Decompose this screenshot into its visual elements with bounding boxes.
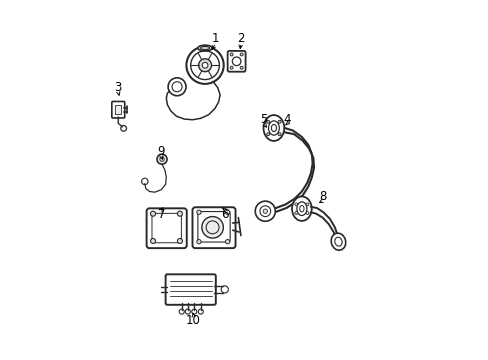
Ellipse shape xyxy=(263,115,284,141)
Circle shape xyxy=(294,212,297,215)
Text: 4: 4 xyxy=(283,113,291,126)
Circle shape xyxy=(266,120,269,123)
Circle shape xyxy=(278,120,281,123)
Text: 6: 6 xyxy=(221,208,228,221)
Circle shape xyxy=(278,133,281,136)
Ellipse shape xyxy=(330,233,345,250)
Circle shape xyxy=(263,209,267,213)
Circle shape xyxy=(230,66,233,69)
Ellipse shape xyxy=(291,197,311,221)
FancyBboxPatch shape xyxy=(227,51,245,72)
Circle shape xyxy=(294,203,297,206)
Text: 9: 9 xyxy=(157,145,165,158)
Text: 8: 8 xyxy=(319,190,326,203)
Circle shape xyxy=(168,78,185,96)
Circle shape xyxy=(266,133,269,136)
Circle shape xyxy=(305,212,308,215)
Circle shape xyxy=(240,66,243,69)
Circle shape xyxy=(198,59,211,72)
Circle shape xyxy=(186,46,223,84)
Circle shape xyxy=(202,62,207,68)
FancyBboxPatch shape xyxy=(198,212,230,242)
Circle shape xyxy=(196,210,201,215)
Circle shape xyxy=(240,53,243,56)
FancyBboxPatch shape xyxy=(192,207,235,248)
Text: 10: 10 xyxy=(186,314,201,327)
Circle shape xyxy=(305,203,308,206)
Circle shape xyxy=(150,238,155,243)
Text: 3: 3 xyxy=(114,81,122,94)
Text: 7: 7 xyxy=(157,208,165,221)
Circle shape xyxy=(202,217,223,238)
Circle shape xyxy=(196,239,201,244)
Circle shape xyxy=(255,201,275,221)
FancyBboxPatch shape xyxy=(146,208,186,248)
Text: 1: 1 xyxy=(212,32,219,45)
Ellipse shape xyxy=(198,45,212,51)
Circle shape xyxy=(157,154,167,164)
Text: 2: 2 xyxy=(237,32,244,45)
FancyBboxPatch shape xyxy=(152,213,181,243)
Circle shape xyxy=(177,238,182,243)
Bar xyxy=(115,105,121,114)
Circle shape xyxy=(225,239,229,244)
Text: 5: 5 xyxy=(260,113,267,126)
Circle shape xyxy=(177,211,182,216)
Circle shape xyxy=(230,53,233,56)
Circle shape xyxy=(150,211,155,216)
Ellipse shape xyxy=(200,46,209,50)
Circle shape xyxy=(225,210,229,215)
FancyBboxPatch shape xyxy=(112,102,124,118)
FancyBboxPatch shape xyxy=(165,274,215,305)
